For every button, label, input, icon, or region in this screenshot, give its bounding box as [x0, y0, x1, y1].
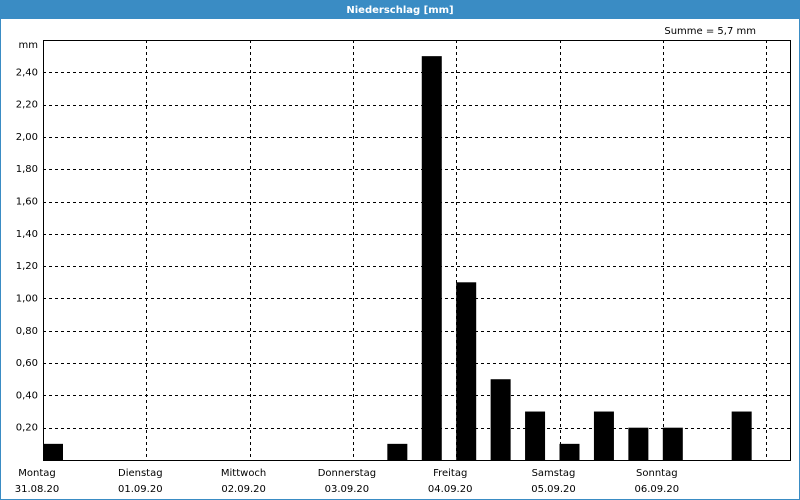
bar [387, 443, 408, 460]
bar [43, 443, 63, 460]
bar [525, 411, 546, 460]
title-bar [0, 0, 800, 19]
y-tick-label: 1,20 [16, 261, 38, 272]
x-day-label: Mittwoch [221, 468, 266, 479]
bar [421, 56, 442, 461]
x-date-label: 05.09.20 [531, 484, 576, 495]
y-tick-label: 2,40 [16, 67, 38, 78]
y-tick-label: 1,40 [16, 229, 38, 240]
y-unit: mm [19, 40, 38, 51]
x-day-label: Samstag [532, 468, 576, 479]
x-date-label: 31.08.20 [15, 484, 60, 495]
y-tick-label: 0,20 [16, 423, 38, 434]
x-day-label: Montag [18, 468, 55, 479]
bar [456, 282, 477, 460]
summary: Summe = 5,7 mm [664, 26, 756, 37]
x-day-label: Donnerstag [318, 468, 376, 479]
bar [593, 411, 614, 460]
bar [628, 427, 649, 460]
y-tick-label: 0,80 [16, 326, 38, 337]
y-tick-label: 2,00 [16, 132, 38, 143]
bar [731, 411, 752, 460]
bar [662, 427, 683, 460]
y-tick-label: 2,20 [16, 100, 38, 111]
x-date-label: 06.09.20 [635, 484, 680, 495]
x-date-label: 02.09.20 [221, 484, 266, 495]
bar [559, 443, 580, 460]
x-day-label: Freitag [433, 468, 467, 479]
bar [490, 379, 511, 460]
plot-frame [43, 40, 791, 461]
y-tick-label: 1,80 [16, 164, 38, 175]
x-date-label: 01.09.20 [118, 484, 163, 495]
x-date-label: 04.09.20 [428, 484, 473, 495]
x-date-label: 03.09.20 [325, 484, 370, 495]
x-day-label: Sonntag [636, 468, 678, 479]
y-tick-label: 1,00 [16, 293, 38, 304]
y-tick-label: 1,60 [16, 197, 38, 208]
y-tick-label: 0,60 [16, 358, 38, 369]
x-day-label: Dienstag [118, 468, 163, 479]
chart-title: Niederschlag [mm] [346, 5, 453, 16]
y-tick-label: 0,40 [16, 390, 38, 401]
